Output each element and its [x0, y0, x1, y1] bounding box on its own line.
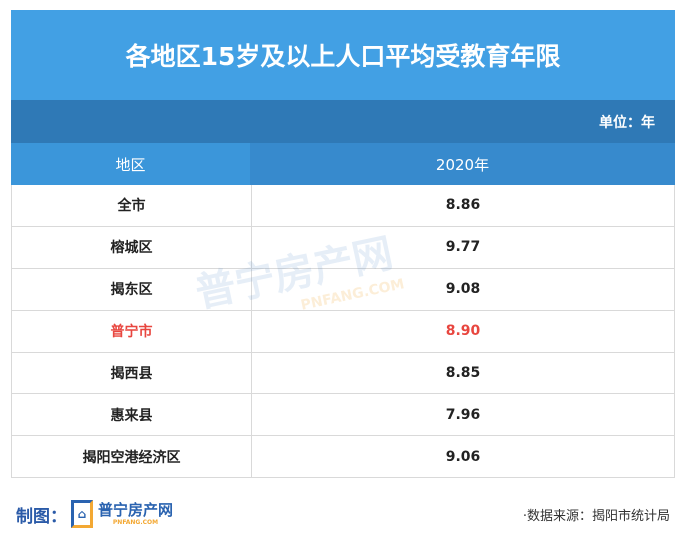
value-cell: 9.08 — [445, 281, 481, 298]
house-logo-icon: ⌂ — [71, 500, 93, 528]
region-cell: 普宁市 — [12, 310, 252, 352]
table-header: 地区 2020年 — [11, 143, 675, 185]
maker: 制图： ⌂ 普宁房产网 PNFANG.COM — [16, 500, 173, 528]
unit-label: 单位：年 — [11, 100, 675, 143]
pnfang-logo: ⌂ 普宁房产网 PNFANG.COM — [71, 500, 173, 528]
footer: 制图： ⌂ 普宁房产网 PNFANG.COM ·数据来源：揭阳市统计局 — [16, 500, 670, 528]
table-row: 榕城区 9.77 — [11, 226, 675, 269]
data-source: ·数据来源：揭阳市统计局 — [522, 508, 670, 524]
region-cell: 全市 — [12, 185, 252, 226]
table-row: 揭西县 8.85 — [11, 352, 675, 395]
table-row: 惠来县 7.96 — [11, 394, 675, 437]
region-cell: 揭东区 — [12, 268, 252, 310]
value-cell: 8.86 — [445, 197, 481, 214]
region-cell: 揭西县 — [12, 352, 252, 394]
header-year: 2020年 — [250, 143, 675, 185]
value-cell: 7.96 — [445, 406, 481, 423]
region-cell: 揭阳空港经济区 — [12, 436, 252, 478]
region-cell: 榕城区 — [12, 226, 252, 268]
table-row: 揭阳空港经济区 9.06 — [11, 436, 675, 479]
table-title: 各地区15岁及以上人口平均受教育年限 — [11, 10, 675, 100]
header-region: 地区 — [11, 143, 250, 185]
table-row: 揭东区 9.08 — [11, 268, 675, 311]
region-cell: 惠来县 — [12, 394, 252, 436]
table-row: 普宁市 8.90 — [11, 310, 675, 353]
data-table: 各地区15岁及以上人口平均受教育年限 单位：年 地区 2020年 全市 8.86 榕… — [11, 10, 675, 479]
value-cell: 9.06 — [445, 448, 481, 465]
table-row: 全市 8.86 — [11, 185, 675, 227]
value-cell: 9.77 — [445, 239, 481, 256]
maker-label: 制图： — [16, 506, 67, 527]
value-cell: 8.90 — [445, 323, 481, 340]
value-cell: 8.85 — [445, 365, 481, 381]
